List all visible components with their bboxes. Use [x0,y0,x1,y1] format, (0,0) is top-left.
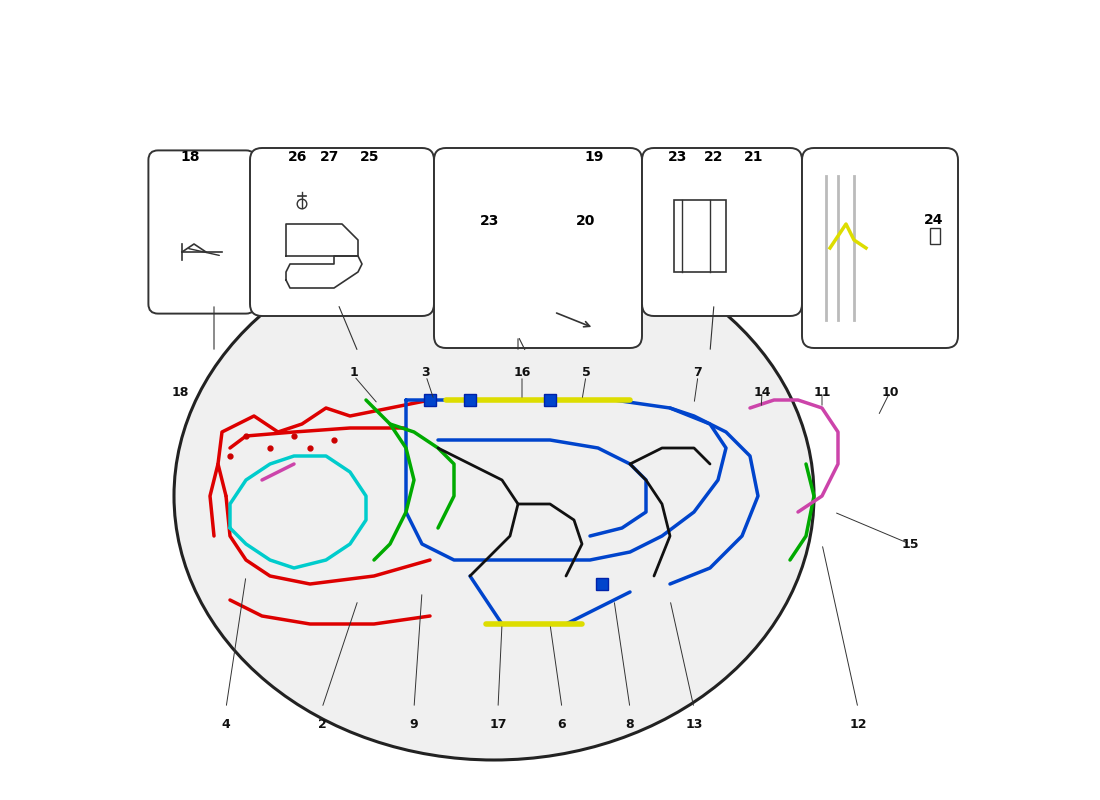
Text: 21: 21 [745,150,763,164]
FancyBboxPatch shape [434,148,642,348]
Text: 24: 24 [924,213,944,227]
Text: 17: 17 [490,718,507,730]
Text: 4: 4 [221,718,230,730]
Text: 6: 6 [558,718,566,730]
Text: 19: 19 [584,150,604,164]
Text: 26: 26 [288,150,308,164]
Bar [595,578,608,590]
Text: 2: 2 [318,718,327,730]
Bar [463,394,476,406]
Text: 9: 9 [409,718,418,730]
FancyBboxPatch shape [250,148,434,316]
Text: 23: 23 [481,214,499,228]
Text: 3: 3 [421,366,430,378]
Text: 1: 1 [350,366,359,378]
Ellipse shape [174,232,814,760]
Text: 15: 15 [901,538,918,550]
FancyBboxPatch shape [802,148,958,348]
Text: 10: 10 [881,386,899,398]
Text: 13: 13 [685,718,703,730]
Text: 7: 7 [694,366,703,378]
Text: 23: 23 [669,150,688,164]
Bar [674,200,726,272]
Text: 5: 5 [582,366,591,378]
Text: 12: 12 [849,718,867,730]
Bar [543,394,557,406]
Bar [424,394,437,406]
Text: 27: 27 [320,150,340,164]
FancyBboxPatch shape [642,148,802,316]
Text: 8: 8 [626,718,635,730]
Text: 14: 14 [754,386,771,398]
Text: 22: 22 [704,150,724,164]
Text: a part of
ferrariparts63: a part of ferrariparts63 [439,466,661,526]
Text: 25: 25 [361,150,379,164]
FancyBboxPatch shape [148,150,255,314]
Text: 16: 16 [514,366,530,378]
Text: 20: 20 [576,214,596,228]
Bar [930,228,939,244]
Text: 18: 18 [172,386,189,398]
Text: 11: 11 [813,386,830,398]
Text: 18: 18 [180,150,200,164]
